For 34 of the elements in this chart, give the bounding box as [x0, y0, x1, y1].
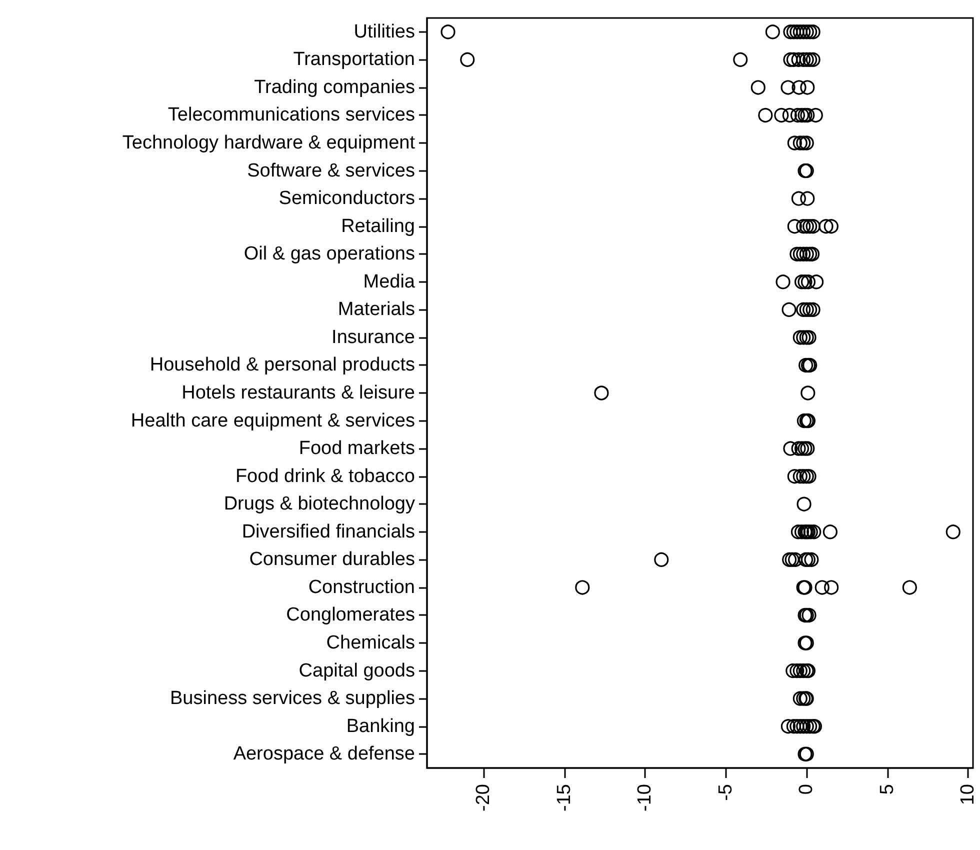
- y-tick-label: Insurance: [332, 326, 415, 348]
- y-tick-label: Household & personal products: [150, 354, 415, 376]
- y-tick-label: Trading companies: [254, 76, 415, 98]
- y-tick-label: Media: [363, 271, 416, 292]
- y-tick-label: Transportation: [293, 49, 415, 70]
- y-tick-label: Food drink & tobacco: [235, 466, 415, 487]
- x-tick-label: 0: [796, 784, 818, 795]
- y-tick-label: Construction: [308, 576, 415, 598]
- y-tick-label: Aerospace & defense: [233, 744, 415, 765]
- x-tick-label: 5: [876, 784, 898, 795]
- y-tick-label: Semiconductors: [278, 188, 415, 210]
- y-tick-label: Diversified financials: [242, 521, 415, 542]
- y-tick-label: Food markets: [298, 438, 415, 460]
- y-tick-label: Oil & gas operations: [244, 244, 415, 265]
- y-tick-label: Software & services: [247, 160, 415, 182]
- x-tick-label: -20: [473, 784, 494, 812]
- x-tick-label: -10: [634, 784, 656, 812]
- y-tick-label: Banking: [346, 716, 415, 737]
- y-tick-label: Consumer durables: [249, 549, 415, 570]
- y-tick-label: Health care equipment & services: [130, 410, 415, 432]
- x-tick-label: 10: [958, 784, 979, 806]
- y-tick-label: Materials: [338, 299, 415, 320]
- y-tick-label: Conglomerates: [286, 604, 415, 626]
- y-tick-label: Capital goods: [298, 660, 415, 682]
- y-tick-label: Business services & supplies: [170, 688, 415, 710]
- y-tick-label: Telecommunications services: [168, 104, 415, 126]
- y-tick-label: Hotels restaurants & leisure: [182, 382, 415, 404]
- x-tick-label: -15: [554, 784, 575, 812]
- y-tick-label: Drugs & biotechnology: [224, 494, 416, 515]
- y-tick-label: Technology hardware & equipment: [122, 132, 416, 154]
- x-tick-label: -5: [715, 784, 736, 801]
- y-tick-label: Utilities: [354, 21, 415, 42]
- y-tick-label: Chemicals: [326, 632, 415, 654]
- y-tick-label: Retailing: [341, 216, 415, 237]
